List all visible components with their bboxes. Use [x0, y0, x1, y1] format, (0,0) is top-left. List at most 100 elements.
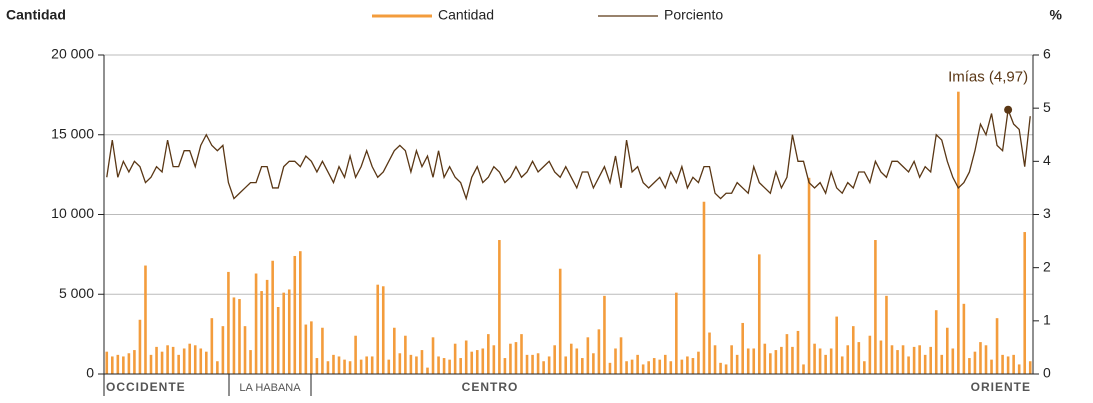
y2-tick-label: 3 — [1043, 205, 1051, 221]
bar — [171, 346, 175, 374]
bar — [625, 361, 628, 374]
bar — [774, 350, 778, 374]
bar — [575, 348, 579, 374]
bar — [564, 356, 568, 374]
bar — [437, 356, 440, 374]
bar — [448, 359, 451, 374]
bar — [116, 354, 120, 374]
bar — [315, 358, 319, 374]
bar — [531, 354, 534, 374]
bar — [442, 358, 446, 374]
bar — [547, 356, 551, 374]
bar — [957, 91, 960, 374]
bar — [592, 353, 595, 374]
bar — [813, 343, 816, 374]
bar — [990, 359, 993, 374]
bar — [354, 335, 357, 374]
bar — [658, 359, 662, 374]
bar — [265, 279, 269, 374]
bar — [520, 334, 523, 374]
bar — [177, 354, 180, 374]
bar — [757, 254, 761, 374]
bar — [741, 322, 744, 374]
bar — [802, 364, 805, 374]
bar — [376, 284, 380, 374]
y2-tick-label: 1 — [1043, 312, 1051, 328]
bar — [271, 260, 274, 374]
bar — [122, 356, 125, 374]
bar — [321, 327, 324, 374]
bar — [691, 358, 695, 374]
y2-tick-label: 0 — [1043, 365, 1051, 381]
bar — [431, 337, 435, 374]
bar — [1028, 361, 1032, 374]
bar — [824, 354, 827, 374]
y2-tick-label: 6 — [1043, 46, 1051, 62]
bar — [287, 289, 291, 374]
bar — [221, 326, 225, 374]
bar — [459, 358, 462, 374]
y-tick-label: 5 000 — [59, 285, 94, 301]
bar — [818, 348, 822, 374]
bar — [614, 348, 617, 374]
bar — [1023, 232, 1027, 374]
bar — [835, 316, 838, 374]
bar — [597, 329, 601, 374]
bar — [365, 356, 368, 374]
bar — [332, 354, 335, 374]
bar — [1006, 356, 1010, 374]
bar — [487, 334, 490, 374]
bar — [110, 356, 114, 374]
bar — [791, 346, 794, 374]
bar — [840, 356, 844, 374]
bar — [542, 361, 545, 374]
bar — [901, 345, 905, 374]
bar — [503, 358, 507, 374]
bar — [984, 345, 988, 374]
bar — [188, 343, 192, 374]
bar — [381, 286, 385, 374]
bar — [569, 343, 573, 374]
region-label: OCCIDENTE — [106, 380, 186, 394]
bar — [890, 345, 894, 374]
bar — [105, 351, 109, 374]
bar — [730, 345, 733, 374]
bar — [426, 367, 429, 374]
bar — [780, 346, 783, 374]
bar — [1001, 354, 1004, 374]
bar — [1012, 354, 1015, 374]
bar — [166, 345, 169, 374]
y-tick-label: 15 000 — [51, 125, 94, 141]
bar — [205, 351, 208, 374]
bar — [254, 273, 258, 374]
bar — [509, 343, 512, 374]
legend-label: Porciento — [664, 7, 723, 23]
bar — [409, 354, 413, 374]
bar — [863, 361, 866, 374]
bar — [492, 345, 496, 374]
y2-tick-label: 2 — [1043, 258, 1051, 274]
bar — [630, 359, 634, 374]
bar — [404, 335, 407, 374]
bar — [719, 362, 722, 374]
bar — [260, 291, 263, 374]
bar — [724, 364, 728, 374]
bar — [923, 354, 927, 374]
y2-tick-label: 5 — [1043, 99, 1051, 115]
region-label: LA HABANA — [239, 382, 301, 394]
bar — [337, 356, 341, 374]
bar — [752, 348, 756, 374]
bar — [686, 356, 689, 374]
bar — [951, 348, 955, 374]
bar — [243, 326, 247, 374]
bar — [420, 350, 424, 374]
bar — [343, 359, 346, 374]
bar — [945, 327, 949, 374]
bar — [127, 353, 131, 374]
bar — [398, 353, 402, 374]
bar — [995, 318, 999, 374]
bar — [227, 271, 230, 374]
bar — [934, 310, 938, 374]
bar — [553, 345, 556, 374]
bar — [641, 364, 645, 374]
